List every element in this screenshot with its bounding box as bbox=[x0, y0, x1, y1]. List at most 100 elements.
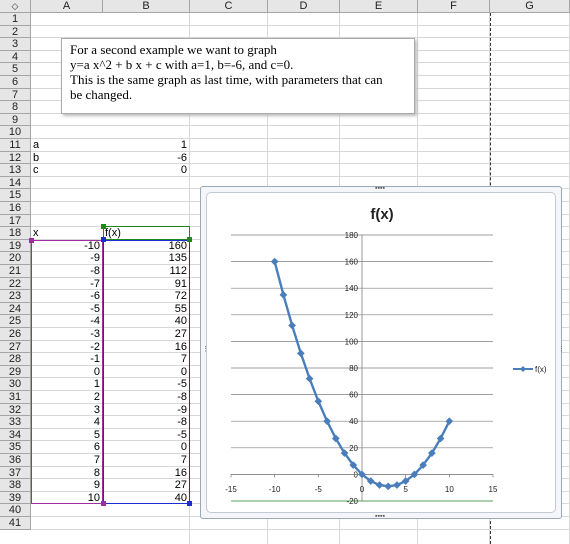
row-header-15[interactable]: 15 bbox=[0, 189, 31, 202]
x-value-cell[interactable]: 10 bbox=[87, 491, 100, 504]
fx-value-cell[interactable]: 16 bbox=[174, 466, 187, 479]
x-value-cell[interactable]: 8 bbox=[93, 466, 100, 479]
row-header-22[interactable]: 22 bbox=[0, 277, 31, 291]
row-header-6[interactable]: 6 bbox=[0, 76, 31, 89]
param-name-a[interactable]: a bbox=[33, 139, 40, 151]
fx-value-cell[interactable]: -8 bbox=[177, 391, 187, 403]
row-header-40[interactable]: 40 bbox=[0, 504, 31, 517]
column-header-c[interactable]: C bbox=[190, 0, 268, 13]
column-header-e[interactable]: E bbox=[340, 0, 418, 13]
x-value-cell[interactable]: 1 bbox=[93, 378, 100, 391]
row-header-36[interactable]: 36 bbox=[0, 454, 31, 467]
row-header-29[interactable]: 29 bbox=[0, 365, 31, 379]
fx-value-cell[interactable]: 16 bbox=[174, 340, 187, 353]
row-header-24[interactable]: 24 bbox=[0, 302, 31, 316]
fx-value-cell[interactable]: 0 bbox=[180, 365, 187, 378]
x-value-cell[interactable]: 2 bbox=[93, 391, 100, 403]
fx-value-cell[interactable]: -9 bbox=[177, 403, 187, 416]
row-header-1[interactable]: 1 bbox=[0, 13, 31, 26]
fx-value-cell[interactable]: 40 bbox=[174, 491, 187, 504]
row-header-18[interactable]: 18 bbox=[0, 227, 31, 240]
fx-header[interactable]: f(x) bbox=[105, 227, 121, 240]
row-header-5[interactable]: 5 bbox=[0, 63, 31, 76]
row-header-31[interactable]: 31 bbox=[0, 391, 31, 404]
row-header-33[interactable]: 33 bbox=[0, 416, 31, 429]
fx-value-cell[interactable]: 27 bbox=[174, 328, 187, 340]
row-header-2[interactable]: 2 bbox=[0, 25, 31, 39]
fx-value-cell[interactable]: -5 bbox=[177, 428, 187, 441]
row-header-39[interactable]: 39 bbox=[0, 491, 31, 505]
selection-handle[interactable] bbox=[187, 236, 192, 242]
x-value-cell[interactable]: 5 bbox=[93, 428, 100, 441]
row-header-26[interactable]: 26 bbox=[0, 328, 31, 341]
fx-value-cell[interactable]: 135 bbox=[168, 252, 187, 265]
row-header-34[interactable]: 34 bbox=[0, 428, 31, 442]
row-header-17[interactable]: 17 bbox=[0, 214, 31, 228]
row-header-25[interactable]: 25 bbox=[0, 315, 31, 328]
param-value-a[interactable]: 1 bbox=[180, 139, 187, 151]
x-value-cell[interactable]: -6 bbox=[90, 290, 100, 303]
row-header-41[interactable]: 41 bbox=[0, 517, 31, 530]
row-header-35[interactable]: 35 bbox=[0, 441, 31, 454]
x-value-cell[interactable]: 7 bbox=[93, 454, 100, 466]
x-value-cell[interactable]: 6 bbox=[93, 441, 100, 454]
resize-handle-bottom[interactable]: ▪▪▪▪ bbox=[375, 513, 385, 520]
note-textbox[interactable]: For a second example we want to graph y=… bbox=[61, 38, 415, 114]
selection-handle[interactable] bbox=[101, 224, 106, 230]
x-value-cell[interactable]: -3 bbox=[90, 328, 100, 340]
row-header-4[interactable]: 4 bbox=[0, 50, 31, 64]
selection-handle[interactable] bbox=[29, 237, 34, 243]
row-header-11[interactable]: 11 bbox=[0, 139, 31, 152]
row-header-8[interactable]: 8 bbox=[0, 101, 31, 114]
fx-value-cell[interactable]: 7 bbox=[180, 454, 187, 466]
select-all-icon[interactable]: ◇ bbox=[0, 0, 31, 13]
row-header-7[interactable]: 7 bbox=[0, 88, 31, 102]
x-value-cell[interactable]: -5 bbox=[90, 302, 100, 315]
fx-value-cell[interactable]: 0 bbox=[180, 441, 187, 454]
fx-value-cell[interactable]: 112 bbox=[169, 265, 187, 277]
row-header-12[interactable]: 12 bbox=[0, 151, 31, 165]
x-value-cell[interactable]: 3 bbox=[93, 403, 100, 416]
chart-frame[interactable]: ▪▪▪▪ ▪▪▪▪ ⋮ ⋮ f(x)-200204060801001201401… bbox=[200, 185, 565, 520]
x-header[interactable]: x bbox=[33, 227, 39, 240]
row-header-28[interactable]: 28 bbox=[0, 353, 31, 366]
fx-value-cell[interactable]: 7 bbox=[180, 353, 187, 366]
resize-handle-top[interactable]: ▪▪▪▪ bbox=[375, 185, 385, 192]
x-value-cell[interactable]: -10 bbox=[84, 239, 100, 252]
fx-value-cell[interactable]: 55 bbox=[174, 302, 187, 315]
row-header-14[interactable]: 14 bbox=[0, 176, 31, 190]
param-value-b[interactable]: -6 bbox=[177, 151, 187, 164]
row-header-20[interactable]: 20 bbox=[0, 252, 31, 265]
column-header-f[interactable]: F bbox=[418, 0, 490, 13]
row-header-30[interactable]: 30 bbox=[0, 378, 31, 391]
param-value-c[interactable]: 0 bbox=[180, 164, 187, 177]
row-header-23[interactable]: 23 bbox=[0, 290, 31, 303]
fx-value-cell[interactable]: 160 bbox=[168, 239, 187, 252]
fx-value-cell[interactable]: 40 bbox=[174, 315, 187, 328]
chart-area[interactable]: f(x) -20 0 20 40 60 80 100 120 140 160 180 -15 -10 -5 0… bbox=[206, 192, 556, 513]
row-header-21[interactable]: 21 bbox=[0, 265, 31, 278]
fx-value-cell[interactable]: 27 bbox=[174, 479, 187, 492]
column-header-b[interactable]: B bbox=[103, 0, 190, 13]
x-value-cell[interactable]: -9 bbox=[90, 252, 100, 265]
selection-handle[interactable] bbox=[187, 501, 192, 507]
resize-handle-right[interactable]: ⋮ bbox=[558, 346, 565, 353]
fx-value-cell[interactable]: -8 bbox=[177, 416, 187, 429]
x-value-cell[interactable]: -7 bbox=[90, 277, 100, 290]
resize-handle-left[interactable]: ⋮ bbox=[202, 346, 209, 353]
row-header-9[interactable]: 9 bbox=[0, 113, 31, 127]
x-value-cell[interactable]: -2 bbox=[90, 340, 100, 353]
fx-value-cell[interactable]: -5 bbox=[177, 378, 187, 391]
param-name-c[interactable]: c bbox=[33, 164, 39, 177]
fx-value-cell[interactable]: 91 bbox=[174, 277, 187, 290]
x-value-cell[interactable]: 9 bbox=[93, 479, 100, 492]
row-header-13[interactable]: 13 bbox=[0, 164, 31, 177]
selection-handle[interactable] bbox=[101, 236, 106, 242]
row-header-16[interactable]: 16 bbox=[0, 202, 31, 215]
x-value-cell[interactable]: 4 bbox=[93, 416, 100, 429]
x-value-cell[interactable]: -1 bbox=[90, 353, 100, 366]
x-value-cell[interactable]: 0 bbox=[93, 365, 100, 378]
x-value-cell[interactable]: -8 bbox=[90, 265, 100, 277]
row-header-37[interactable]: 37 bbox=[0, 466, 31, 480]
column-header-d[interactable]: D bbox=[268, 0, 340, 13]
